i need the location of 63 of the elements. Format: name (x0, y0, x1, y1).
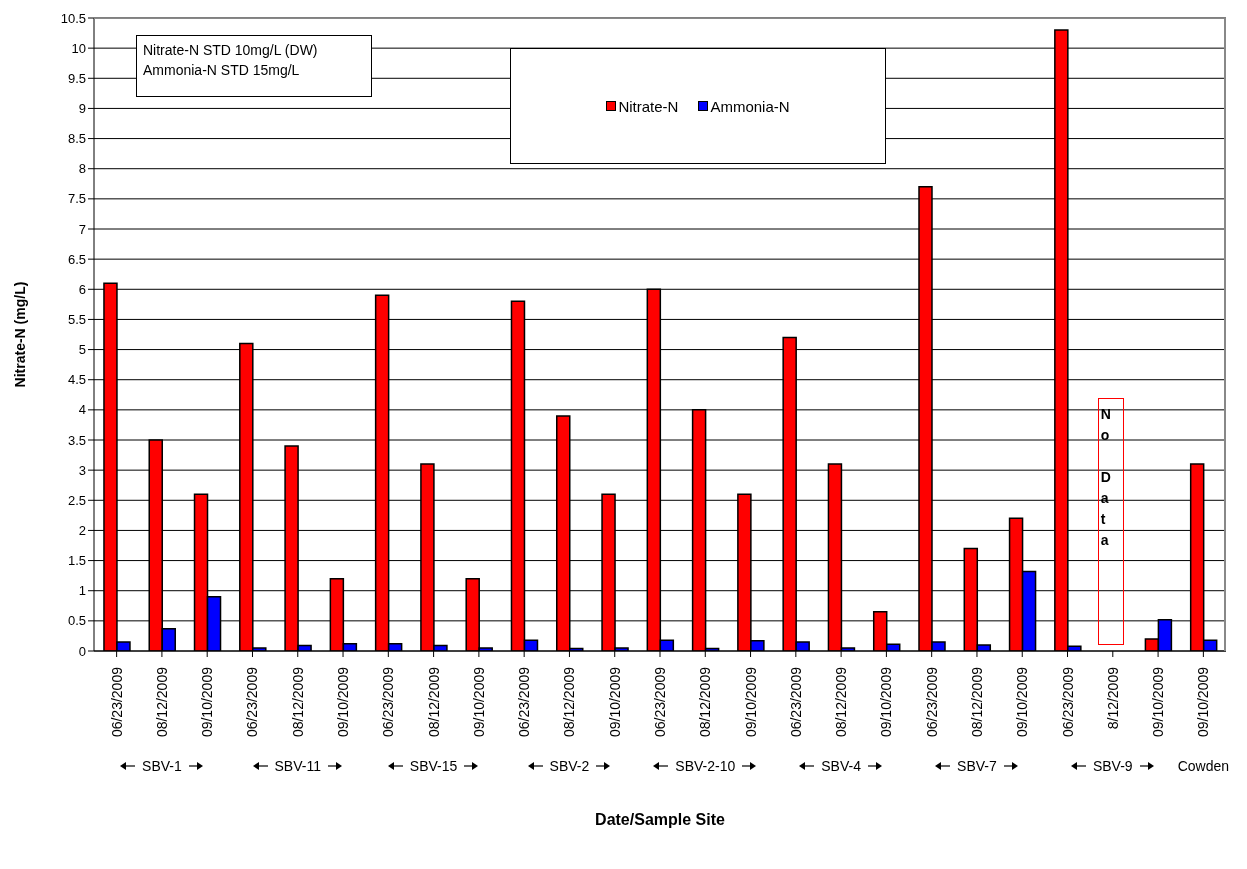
x-tick-label: 09/10/2009 (1195, 666, 1212, 738)
legend-label: Nitrate-N (617, 97, 679, 115)
x-tick-label: 09/10/2009 (470, 666, 487, 738)
x-tick-label: 09/10/2009 (199, 666, 216, 738)
x-tick-label: 08/12/2009 (697, 666, 714, 738)
text: SBV-2-10 (675, 757, 736, 776)
annotation: Ammonia-N STD 15mg/L (143, 61, 301, 80)
y-tick-label: 7.5 (67, 191, 86, 207)
x-tick-label: 8/12/2009 (1104, 666, 1121, 730)
x-tick-label: 09/10/2009 (335, 666, 352, 738)
text: SBV-4 (821, 757, 861, 776)
y-tick-label: 5.5 (67, 312, 86, 328)
annotation: Nitrate-N STD 10mg/L (DW) (143, 41, 319, 60)
y-tick-label: 7 (78, 221, 86, 237)
text: SBV-9 (1092, 757, 1133, 776)
x-tick-label: 08/12/2009 (561, 666, 578, 738)
x-tick-label: 09/10/2009 (1014, 666, 1031, 738)
text: SBV-11 (274, 757, 321, 776)
x-tick-label: 06/23/2009 (923, 666, 940, 738)
y-tick-label: 8.5 (67, 131, 86, 147)
y-tick-label: 1 (78, 583, 86, 599)
y-tick-label: 0.5 (67, 613, 86, 629)
x-tick-label: 09/10/2009 (878, 666, 895, 738)
x-tick-label: 06/23/2009 (244, 666, 261, 738)
y-tick-label: 1.5 (67, 553, 86, 569)
text: SBV-7 (957, 757, 997, 776)
y-tick-label: 9.5 (67, 70, 86, 86)
text: SBV-2 (549, 757, 590, 776)
x-tick-label: 09/10/2009 (1150, 666, 1167, 738)
x-axis-title: Date/Sample Site (594, 811, 726, 829)
y-tick-label: 6 (78, 281, 86, 297)
y-tick-label: 4 (78, 402, 86, 418)
text: Cowden (1177, 757, 1230, 776)
text: SBV-1 (142, 757, 182, 776)
y-tick-label: 10 (71, 40, 86, 56)
x-tick-label: 06/23/2009 (652, 666, 668, 738)
text: SBV-15 (409, 757, 458, 776)
x-tick-label: 06/23/2009 (380, 666, 397, 738)
y-tick-label: 3.5 (67, 432, 86, 448)
y-tick-label: 0 (78, 643, 86, 659)
x-tick-label: 08/12/2009 (968, 666, 985, 738)
x-tick-label: 08/12/2009 (425, 666, 442, 738)
x-tick-label: 08/12/2009 (289, 666, 306, 738)
legend-label: Ammonia-N (709, 97, 790, 115)
x-tick-label: 08/12/2009 (153, 666, 170, 738)
x-tick-label: 09/10/2009 (606, 666, 623, 738)
x-tick-label: 06/23/2009 (108, 666, 125, 738)
y-tick-label: 5 (78, 342, 86, 358)
y-tick-label: 8 (78, 161, 86, 177)
note-box: Nitrate-N STD 10mg/L (DW) Ammonia-N STD 15mg/L (136, 35, 372, 97)
x-tick-label: 06/23/2009 (787, 666, 804, 738)
y-tick-label: 3 (78, 462, 86, 478)
x-tick-label: 08/12/2009 (833, 666, 850, 738)
x-tick-label: 06/23/2009 (516, 666, 533, 738)
y-tick-label: 10.5 (60, 10, 86, 26)
x-tick-label: 06/23/2009 (1059, 666, 1076, 738)
y-tick-label: 2 (78, 523, 86, 539)
y-tick-label: 4.5 (67, 372, 86, 388)
y-tick-label: 2.5 (67, 492, 86, 508)
y-tick-label: 6.5 (67, 251, 86, 267)
y-axis-title: Nitrate-N (mg/L) (11, 281, 28, 388)
y-tick-label: 9 (78, 101, 86, 117)
x-tick-label: 09/10/2009 (742, 666, 759, 738)
